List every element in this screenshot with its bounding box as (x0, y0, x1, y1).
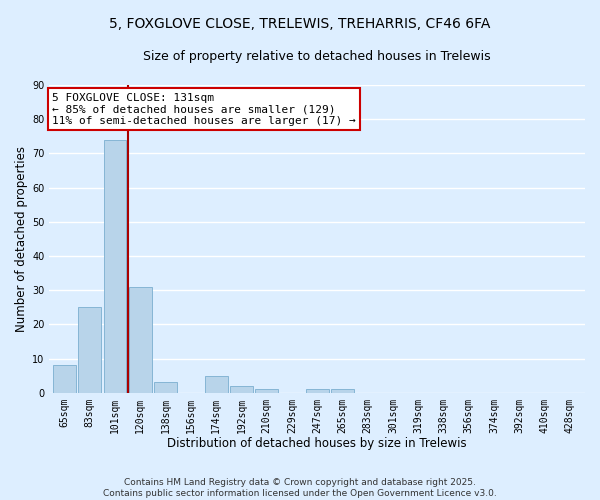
Bar (129, 286, 152, 393)
Title: Size of property relative to detached houses in Trelewis: Size of property relative to detached ho… (143, 50, 491, 63)
X-axis label: Distribution of detached houses by size in Trelewis: Distribution of detached houses by size … (167, 437, 467, 450)
Y-axis label: Number of detached properties: Number of detached properties (15, 146, 28, 332)
Bar (230, 386, 253, 392)
Bar (205, 376, 227, 392)
Text: Contains HM Land Registry data © Crown copyright and database right 2025.
Contai: Contains HM Land Registry data © Crown c… (103, 478, 497, 498)
Bar (154, 382, 177, 392)
Bar (331, 390, 354, 392)
Bar (306, 390, 329, 392)
Bar (53, 366, 76, 392)
Bar (104, 140, 127, 392)
Bar (79, 307, 101, 392)
Bar (256, 390, 278, 392)
Text: 5 FOXGLOVE CLOSE: 131sqm
← 85% of detached houses are smaller (129)
11% of semi-: 5 FOXGLOVE CLOSE: 131sqm ← 85% of detach… (52, 92, 356, 126)
Text: 5, FOXGLOVE CLOSE, TRELEWIS, TREHARRIS, CF46 6FA: 5, FOXGLOVE CLOSE, TRELEWIS, TREHARRIS, … (109, 18, 491, 32)
